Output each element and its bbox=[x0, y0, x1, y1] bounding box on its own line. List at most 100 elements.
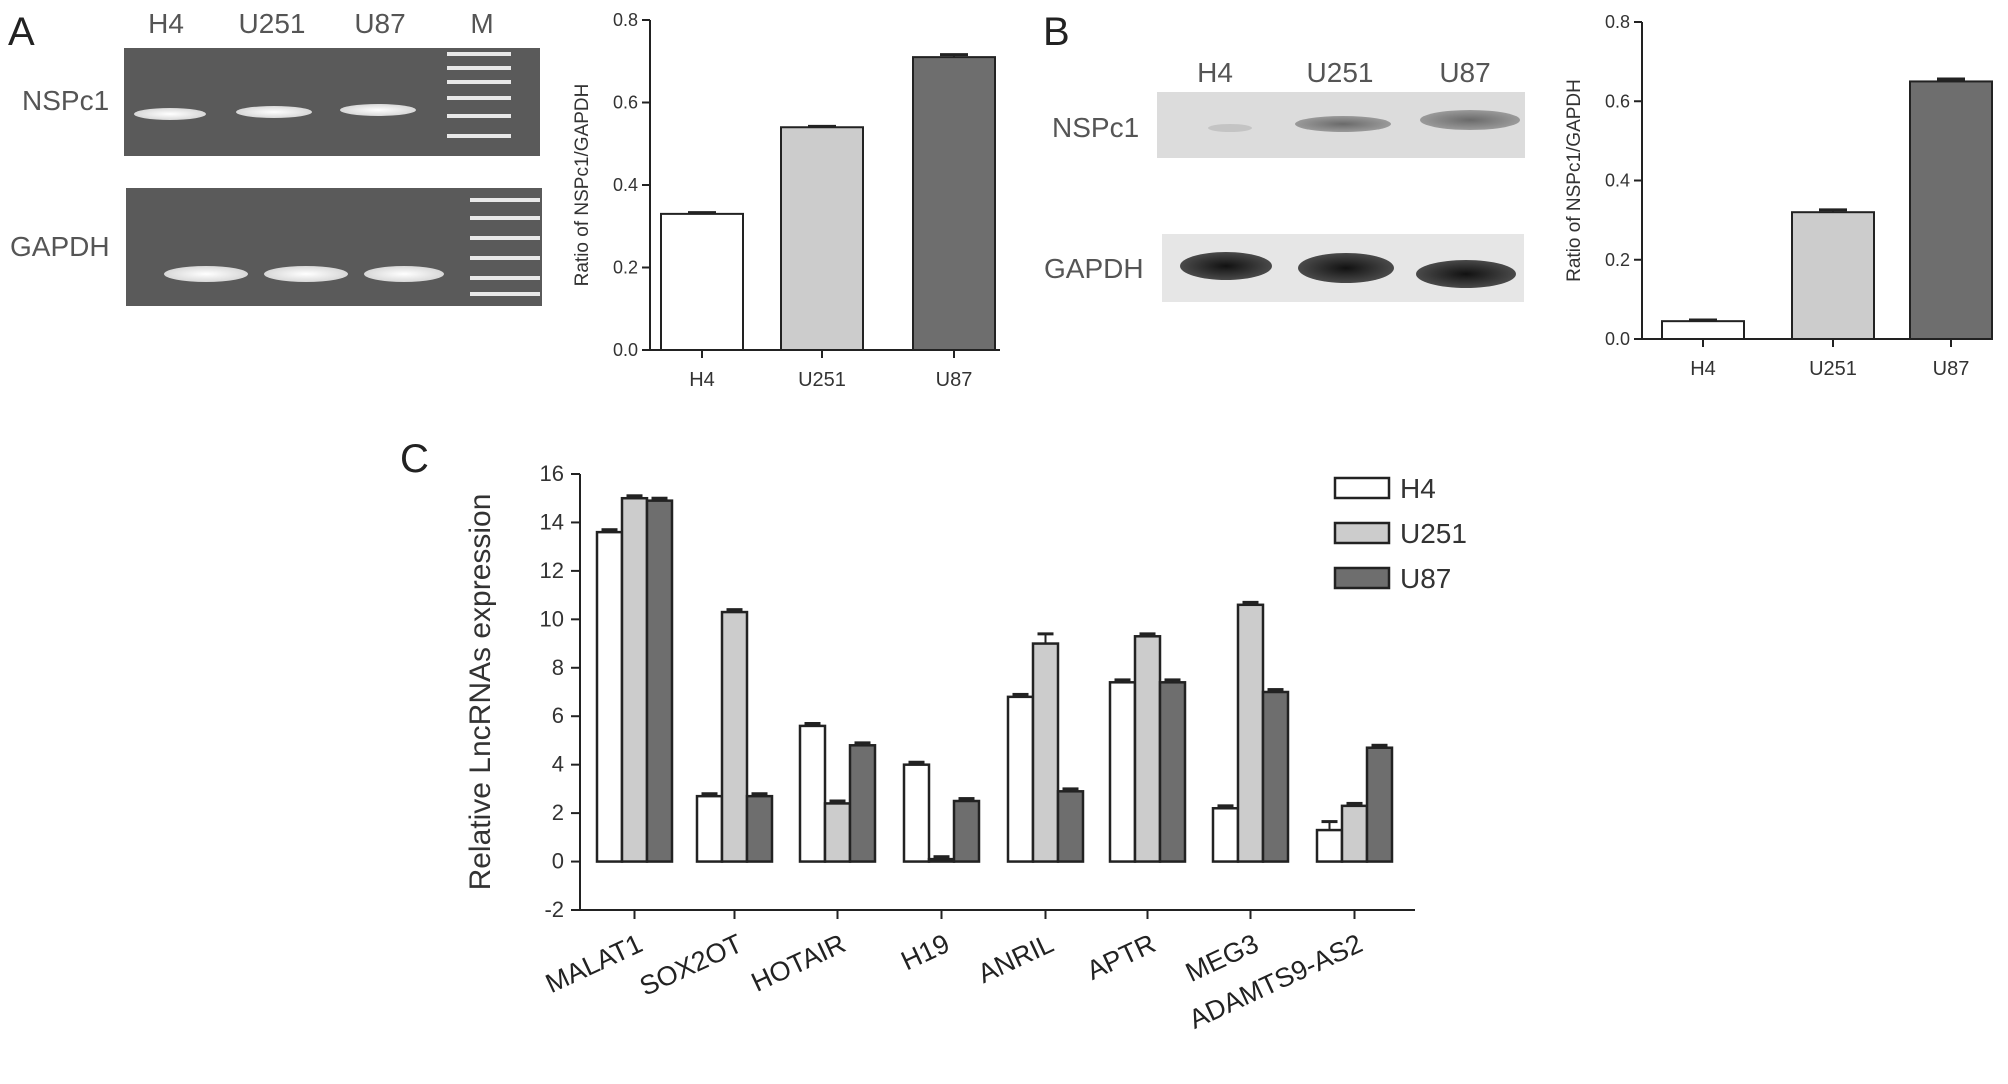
y-tick-label: 2 bbox=[552, 800, 564, 825]
blot-band-gapdh-u251 bbox=[1298, 253, 1394, 283]
legend-label-u87: U87 bbox=[1400, 563, 1451, 594]
bar-u87 bbox=[952, 799, 981, 863]
gel-ladder-bottom bbox=[470, 198, 540, 296]
gel-band-nspc1-u251 bbox=[236, 106, 312, 118]
y-tick-label: 0.6 bbox=[1605, 91, 1630, 111]
chart-c-lncrna-expression: -2 0 2 4 6 8 10 12 14 16 Relative LncRNAs expressi… bbox=[464, 461, 1467, 1035]
bar-u251 bbox=[1133, 635, 1162, 863]
gel-image-a: H4 U251 U87 M NSPc1 GAPDH bbox=[10, 8, 542, 306]
bar-h4 bbox=[1211, 807, 1240, 863]
bar-u87 bbox=[1158, 681, 1187, 863]
y-tick-label: 6 bbox=[552, 703, 564, 728]
x-tick-label: SOX2OT bbox=[635, 928, 747, 1001]
blot-band-nspc1-h4 bbox=[1208, 124, 1252, 132]
x-tick-label: U87 bbox=[936, 369, 973, 391]
gel-band-gapdh-u251 bbox=[264, 266, 348, 282]
y-axis-label: Relative LncRNAs expression bbox=[464, 494, 497, 891]
x-tick-label: H19 bbox=[896, 928, 954, 976]
bar-h4 bbox=[595, 530, 624, 863]
bar-u87 bbox=[1365, 746, 1394, 863]
gel-ladder-top bbox=[447, 52, 511, 138]
bar-h4 bbox=[695, 794, 724, 863]
blot-band-gapdh-u87 bbox=[1416, 260, 1516, 288]
y-tick-label: 0.4 bbox=[1605, 171, 1630, 191]
legend-swatch-u251 bbox=[1333, 521, 1391, 545]
bar-u87 bbox=[1261, 690, 1290, 863]
y-tick-label: 12 bbox=[540, 558, 564, 583]
gel-lane-label-u87: U87 bbox=[354, 8, 405, 39]
x-tick-label: ANRIL bbox=[973, 928, 1058, 989]
legend-swatch-u87 bbox=[1333, 566, 1391, 590]
gel-lane-label-h4: H4 bbox=[148, 8, 184, 39]
bar-u251 bbox=[1236, 603, 1265, 863]
gel-band-gapdh-u87 bbox=[364, 266, 444, 282]
x-tick-label: APTR bbox=[1082, 928, 1160, 986]
bar-u87 bbox=[745, 794, 774, 863]
bar-u87 bbox=[1056, 790, 1085, 863]
gel-row-label-nspc1: NSPc1 bbox=[22, 85, 109, 116]
gel-lane-label-m: M bbox=[470, 8, 493, 39]
x-tick-label: MALAT1 bbox=[541, 928, 647, 999]
y-tick-label: 0.0 bbox=[1605, 329, 1630, 349]
bar-u251 bbox=[780, 126, 864, 351]
x-tick-label: H4 bbox=[1690, 358, 1716, 380]
y-tick-label: 0.8 bbox=[613, 10, 638, 30]
blot-row-label-gapdh: GAPDH bbox=[1044, 253, 1144, 284]
bar-u87 bbox=[912, 56, 996, 351]
y-tick-label: 0.6 bbox=[613, 93, 638, 113]
bar-h4 bbox=[1108, 681, 1137, 863]
x-tick-label: U87 bbox=[1933, 358, 1970, 380]
y-tick-label: 8 bbox=[552, 655, 564, 680]
y-tick-label: 10 bbox=[540, 606, 564, 631]
y-axis-label: Ratio of NSPc1/GAPDH bbox=[1564, 79, 1585, 282]
x-tick-label: U251 bbox=[1809, 358, 1857, 380]
panel-letter-a: A bbox=[8, 10, 35, 54]
bar-u87 bbox=[645, 499, 674, 863]
chart-b-ratio-bars: 0.0 0.2 0.4 0.6 0.8 Ratio of NSPc1/GAPDH H4 U25… bbox=[1564, 12, 1993, 380]
bar-u251 bbox=[1791, 211, 1875, 340]
y-axis-label: Ratio of NSPc1/GAPDH bbox=[572, 84, 593, 287]
blot-lane-label-u87: U87 bbox=[1439, 57, 1490, 88]
panel-letter-c: C bbox=[400, 437, 429, 481]
x-tick-label: U251 bbox=[798, 369, 846, 391]
bar-u251 bbox=[620, 496, 649, 863]
bar-u251 bbox=[927, 857, 956, 863]
blot-band-nspc1-u251 bbox=[1295, 116, 1391, 132]
y-tick-label: 4 bbox=[552, 752, 564, 777]
y-tick-label: 0.2 bbox=[1605, 250, 1630, 270]
legend: H4 U251 U87 bbox=[1333, 473, 1467, 594]
bar-u251 bbox=[1340, 804, 1369, 863]
gel-strip-gapdh bbox=[126, 188, 542, 306]
bar-u87 bbox=[848, 744, 877, 863]
bar-h4 bbox=[1315, 828, 1344, 863]
legend-swatch-h4 bbox=[1333, 476, 1391, 500]
blot-band-gapdh-h4 bbox=[1180, 252, 1272, 280]
gel-band-nspc1-h4 bbox=[134, 108, 206, 120]
gel-strip-nspc1 bbox=[124, 48, 540, 156]
gel-band-nspc1-u87 bbox=[340, 104, 416, 116]
bar-h4 bbox=[902, 763, 931, 863]
bar-h4 bbox=[1661, 320, 1745, 341]
chart-a-ratio-bars: 0.0 0.2 0.4 0.6 0.8 Ratio of NSPc1/GAPDH H4 U25… bbox=[572, 10, 1000, 391]
bar-u251 bbox=[1031, 642, 1060, 863]
legend-label-h4: H4 bbox=[1400, 473, 1436, 504]
x-tick-label: ADAMTS9-AS2 bbox=[1184, 928, 1367, 1034]
gel-lane-label-u251: U251 bbox=[239, 8, 306, 39]
panel-letter-b: B bbox=[1043, 10, 1070, 54]
y-tick-label: -2 bbox=[544, 897, 564, 922]
y-tick-label: 0.8 bbox=[1605, 12, 1630, 32]
bar-u87 bbox=[1909, 80, 1993, 340]
y-tick-label: 0.2 bbox=[613, 258, 638, 278]
y-tick-label: 16 bbox=[540, 461, 564, 486]
y-tick-label: 0.0 bbox=[613, 340, 638, 360]
x-tick-label: HOTAIR bbox=[747, 928, 850, 997]
bar-u251 bbox=[720, 610, 749, 863]
blot-lane-label-h4: H4 bbox=[1197, 57, 1233, 88]
y-tick-label: 0 bbox=[552, 849, 564, 874]
bar-h4 bbox=[1006, 695, 1035, 863]
bar-u251 bbox=[823, 802, 852, 863]
blot-band-nspc1-u87 bbox=[1420, 110, 1520, 130]
y-tick-label: 0.4 bbox=[613, 175, 638, 195]
y-tick-label: 14 bbox=[540, 509, 564, 534]
